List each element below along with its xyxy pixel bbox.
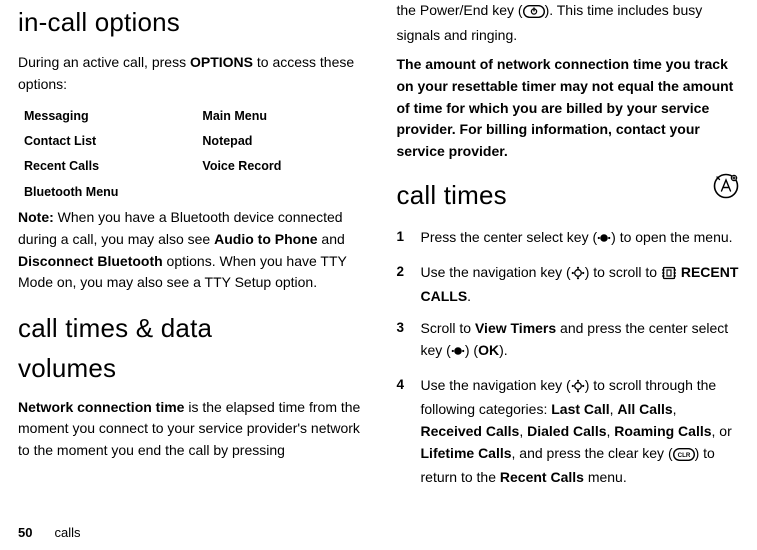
- network-connection-paragraph: Network connection time is the elapsed t…: [18, 397, 361, 462]
- text: and: [318, 231, 345, 247]
- text: menu.: [584, 469, 627, 485]
- page-number: 50: [18, 525, 32, 540]
- recent-calls-label: Recent Calls: [500, 469, 584, 485]
- center-select-key-icon: [597, 230, 611, 252]
- step-3: 3 Scroll to View Timers and press the ce…: [397, 318, 740, 364]
- center-select-key-icon: [451, 343, 465, 365]
- note-label: Note:: [18, 209, 54, 225]
- note-paragraph: Note: When you have a Bluetooth device c…: [18, 207, 361, 294]
- section-name: calls: [54, 525, 80, 540]
- feature-badge-icon: [713, 173, 739, 199]
- billing-disclaimer: The amount of network connection time yo…: [397, 54, 740, 162]
- text: Use the navigation key (: [421, 377, 571, 393]
- table-row: Contact List Notepad: [24, 129, 353, 154]
- disconnect-bluetooth-label: Disconnect Bluetooth: [18, 253, 163, 269]
- cell: Contact List: [24, 129, 202, 154]
- options-table: Messaging Main Menu Contact List Notepad…: [24, 104, 353, 206]
- cell: Notepad: [202, 129, 352, 154]
- left-column: in-call options During an active call, p…: [18, 0, 379, 542]
- power-end-key-icon: [523, 3, 545, 25]
- step-2: 2 Use the navigation key ( ) to scroll to…: [397, 262, 740, 308]
- step-number: 2: [397, 262, 421, 283]
- ok-label: OK: [478, 342, 499, 358]
- cell: Bluetooth Menu: [24, 180, 202, 205]
- step-4: 4 Use the navigation key () to scroll th…: [397, 375, 740, 489]
- recent-calls-menu-icon: [661, 265, 677, 287]
- category-label: Roaming Calls: [614, 423, 711, 439]
- step-number: 4: [397, 375, 421, 396]
- cell: Messaging: [24, 104, 202, 129]
- heading-in-call-options: in-call options: [18, 2, 361, 42]
- table-row: Bluetooth Menu: [24, 180, 353, 205]
- text: ).: [499, 342, 508, 358]
- category-label: All Calls: [617, 401, 672, 417]
- clear-key-icon: CLR: [673, 446, 695, 468]
- text: volumes: [18, 353, 116, 383]
- right-column: the Power/End key (). This time includes…: [379, 0, 740, 542]
- step-1: 1 Press the center select key ( ) to open…: [397, 227, 740, 252]
- text: Scroll to: [421, 320, 475, 336]
- category-label: Received Calls: [421, 423, 520, 439]
- navigation-key-icon: [571, 378, 585, 400]
- cell: [202, 180, 352, 205]
- cell: Main Menu: [202, 104, 352, 129]
- continuation-paragraph: the Power/End key (). This time includes…: [397, 0, 740, 46]
- call-times-header-row: call times: [397, 171, 740, 221]
- text: .: [467, 288, 471, 304]
- steps-list: 1 Press the center select key ( ) to open…: [397, 227, 740, 489]
- cell: Recent Calls: [24, 154, 202, 179]
- heading-call-times-data-volumes: call times & data volumes: [18, 308, 361, 389]
- audio-to-phone-label: Audio to Phone: [214, 231, 317, 247]
- text: Press the center select key (: [421, 229, 598, 245]
- heading-call-times: call times: [397, 175, 507, 215]
- svg-text:CLR: CLR: [677, 452, 690, 459]
- intro-paragraph: During an active call, press OPTIONS to …: [18, 52, 361, 95]
- text: ) to scroll to: [585, 264, 661, 280]
- step-body: Press the center select key ( ) to open t…: [421, 227, 740, 252]
- text: ) (: [465, 342, 478, 358]
- text: Use the navigation key (: [421, 264, 571, 280]
- step-number: 1: [397, 227, 421, 248]
- step-number: 3: [397, 318, 421, 339]
- page-footer: 50 calls: [18, 525, 80, 540]
- options-label: OPTIONS: [190, 54, 253, 70]
- table-row: Messaging Main Menu: [24, 104, 353, 129]
- step-body: Use the navigation key () to scroll to R…: [421, 262, 740, 308]
- view-timers-label: View Timers: [475, 320, 556, 336]
- navigation-key-icon: [571, 265, 585, 287]
- text: the Power/End key (: [397, 2, 523, 18]
- step-body: Scroll to View Timers and press the cent…: [421, 318, 740, 364]
- cell: Voice Record: [202, 154, 352, 179]
- category-label: Lifetime Calls: [421, 445, 512, 461]
- text: , and press the clear key (: [512, 445, 673, 461]
- text: ) to open the menu.: [611, 229, 732, 245]
- text: call times & data: [18, 313, 212, 343]
- text: , or: [712, 423, 732, 439]
- text: During an active call, press: [18, 54, 190, 70]
- network-connection-label: Network connection time: [18, 399, 184, 415]
- text: ,: [519, 423, 527, 439]
- table-row: Recent Calls Voice Record: [24, 154, 353, 179]
- category-label: Last Call: [551, 401, 609, 417]
- text: ,: [673, 401, 677, 417]
- category-label: Dialed Calls: [527, 423, 606, 439]
- step-body: Use the navigation key () to scroll thro…: [421, 375, 740, 489]
